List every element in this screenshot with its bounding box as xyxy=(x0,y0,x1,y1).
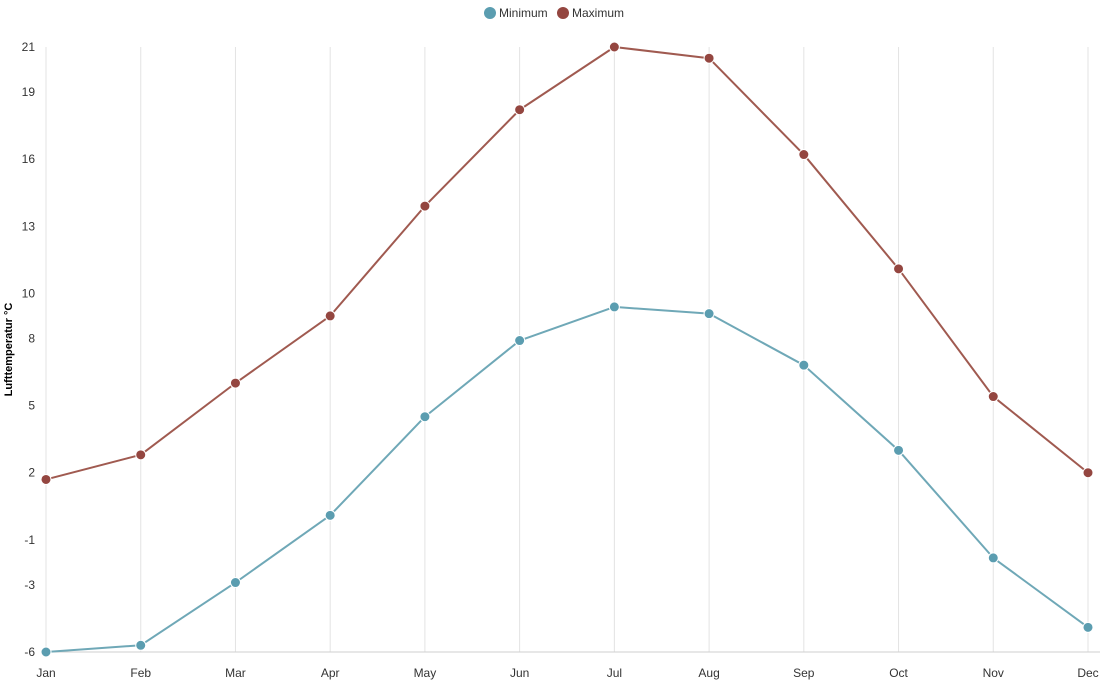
data-point-minimum[interactable] xyxy=(324,509,336,521)
series-minimum xyxy=(40,301,1094,658)
data-point-minimum[interactable] xyxy=(419,411,431,423)
data-point-minimum[interactable] xyxy=(229,577,241,589)
x-tick-label: Jun xyxy=(510,666,529,680)
x-tick-label: Jul xyxy=(607,666,622,680)
y-tick-label: 10 xyxy=(22,286,36,300)
series-line-maximum xyxy=(45,46,1089,481)
y-tick-label: 5 xyxy=(28,399,35,413)
y-tick-label: 21 xyxy=(22,40,36,54)
data-point-maximum[interactable] xyxy=(987,391,999,403)
data-point-minimum[interactable] xyxy=(1082,621,1094,633)
data-point-minimum[interactable] xyxy=(703,308,715,320)
data-point-minimum[interactable] xyxy=(893,444,905,456)
data-point-maximum[interactable] xyxy=(419,200,431,212)
data-point-minimum[interactable] xyxy=(135,639,147,651)
legend-item-minimum[interactable]: Minimum xyxy=(484,6,548,20)
data-point-maximum[interactable] xyxy=(703,52,715,64)
data-point-maximum[interactable] xyxy=(798,149,810,161)
data-point-maximum[interactable] xyxy=(229,377,241,389)
data-point-maximum[interactable] xyxy=(514,104,526,116)
x-tick-label: Sep xyxy=(793,666,815,680)
grid-lines xyxy=(45,47,1089,652)
x-tick-label: Oct xyxy=(889,666,908,680)
y-tick-label: -6 xyxy=(24,645,35,659)
data-point-maximum[interactable] xyxy=(40,473,52,485)
legend: Minimum Maximum xyxy=(484,6,624,20)
y-tick-label: -1 xyxy=(24,533,35,547)
x-tick-label: Nov xyxy=(983,666,1004,680)
data-point-minimum[interactable] xyxy=(798,359,810,371)
y-tick-label: 16 xyxy=(22,152,36,166)
x-tick-label: Mar xyxy=(225,666,246,680)
legend-label: Maximum xyxy=(572,6,624,20)
x-tick-label: Dec xyxy=(1077,666,1098,680)
x-tick-label: Aug xyxy=(698,666,719,680)
data-point-maximum[interactable] xyxy=(135,449,147,461)
data-point-minimum[interactable] xyxy=(608,301,620,313)
x-tick-label: May xyxy=(414,666,437,680)
y-axis-label: Lufttemperatur °C xyxy=(3,303,15,397)
y-tick-label: -3 xyxy=(24,578,35,592)
data-point-minimum[interactable] xyxy=(40,646,52,658)
legend-marker xyxy=(557,7,569,19)
data-point-maximum[interactable] xyxy=(893,263,905,275)
data-point-maximum[interactable] xyxy=(608,41,620,53)
data-point-minimum[interactable] xyxy=(987,552,999,564)
series-line-minimum xyxy=(45,305,1089,653)
y-tick-label: 13 xyxy=(22,219,36,233)
y-tick-label: 8 xyxy=(28,331,35,345)
x-tick-label: Feb xyxy=(130,666,151,680)
series-lines xyxy=(40,41,1094,658)
data-point-minimum[interactable] xyxy=(514,335,526,347)
x-tick-label: Apr xyxy=(321,666,340,680)
legend-label: Minimum xyxy=(499,6,548,20)
legend-marker xyxy=(484,7,496,19)
y-tick-label: 2 xyxy=(28,466,35,480)
y-tick-label: 19 xyxy=(22,85,36,99)
data-point-maximum[interactable] xyxy=(1082,467,1094,479)
x-axis-ticks: Jan Feb Mar Apr May Jun Jul Aug Sep Oct Nov Dec xyxy=(36,666,1098,680)
legend-item-maximum[interactable]: Maximum xyxy=(557,6,624,20)
data-point-maximum[interactable] xyxy=(324,310,336,322)
x-tick-label: Jan xyxy=(36,666,55,680)
y-axis-ticks: -6 -3 -1 2 5 8 10 13 16 19 21 xyxy=(22,40,36,659)
series-maximum xyxy=(40,41,1094,485)
